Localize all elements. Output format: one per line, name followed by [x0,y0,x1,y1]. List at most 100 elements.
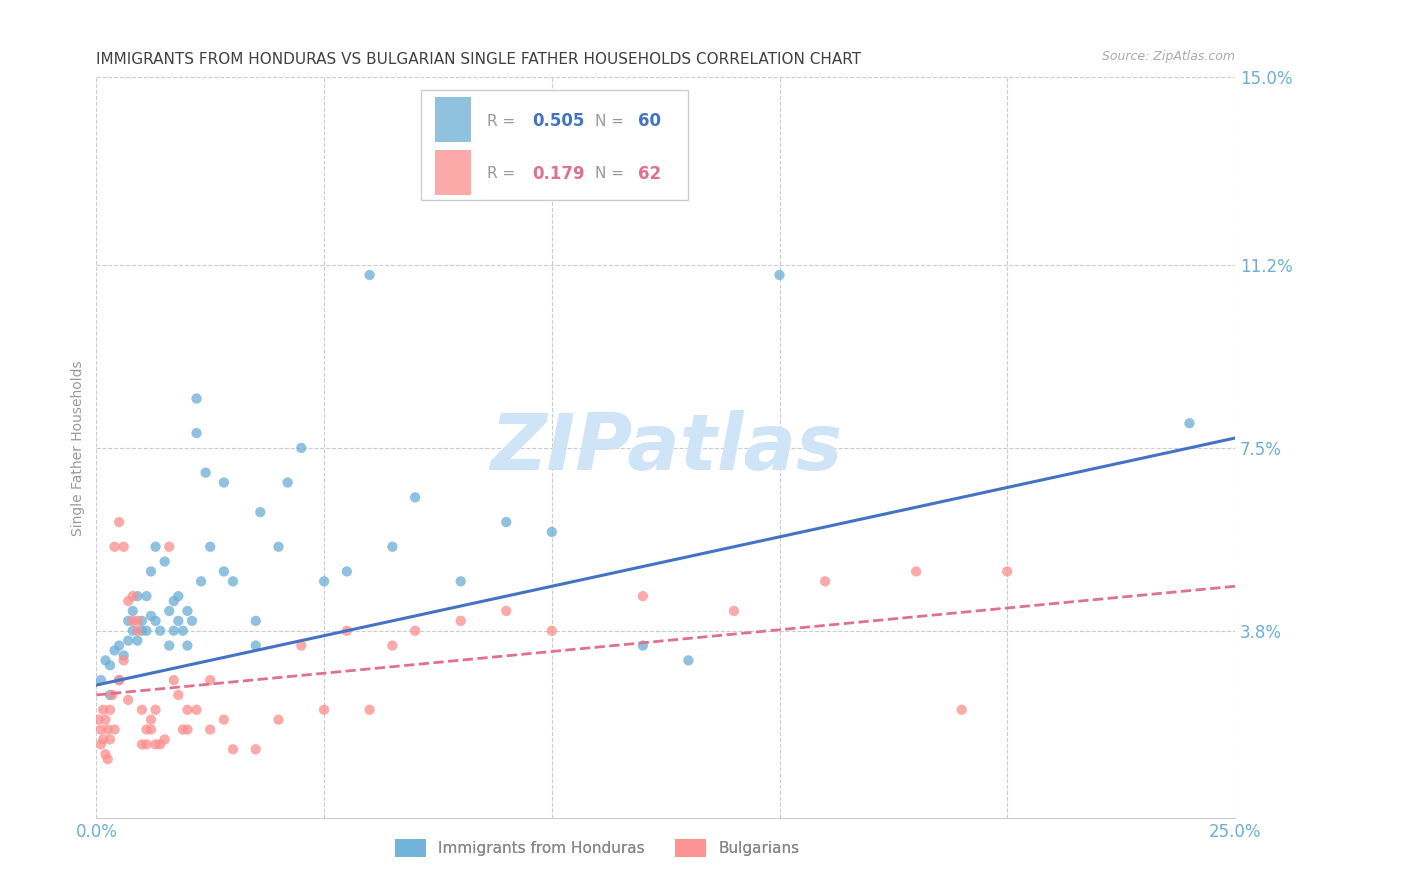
FancyBboxPatch shape [434,97,471,142]
Point [404,624,426,638]
Text: 62: 62 [638,165,661,183]
Point [222,574,245,589]
Point [381,540,404,554]
Point [121,614,143,628]
Point [108,639,131,653]
Text: R =: R = [486,166,520,181]
Point [167,589,190,603]
Point [149,737,172,751]
Point [267,540,290,554]
Point [768,268,790,282]
Point [245,639,267,653]
Point [336,624,359,638]
Point [181,614,204,628]
Point [212,565,235,579]
Point [112,540,135,554]
Point [249,505,271,519]
Point [176,604,198,618]
Point [90,673,112,687]
Point [121,589,143,603]
Point [131,614,153,628]
Point [139,565,162,579]
Point [139,608,162,623]
Point [98,732,121,747]
Point [267,713,290,727]
Point [450,614,472,628]
Point [359,703,381,717]
Point [112,653,135,667]
Point [145,614,167,628]
Point [678,653,700,667]
Point [995,565,1018,579]
Point [94,653,117,667]
Point [1178,416,1201,430]
Point [381,639,404,653]
Point [131,624,153,638]
Point [127,624,149,638]
Point [186,392,208,406]
Point [157,540,180,554]
Point [950,703,973,717]
Point [157,639,180,653]
Point [540,624,562,638]
Point [200,723,222,737]
Text: 0.179: 0.179 [533,165,585,183]
Point [117,633,139,648]
Point [108,515,131,529]
Point [153,732,176,747]
Point [404,491,426,505]
Point [245,742,267,756]
Text: 60: 60 [638,112,661,130]
Point [127,614,149,628]
Point [90,737,112,751]
Point [905,565,928,579]
Point [121,624,143,638]
Point [163,673,186,687]
Point [97,752,120,766]
Point [176,639,198,653]
Point [94,713,117,727]
Point [172,624,194,638]
Point [153,555,176,569]
Point [212,475,235,490]
Point [450,574,472,589]
Point [186,703,208,717]
Point [290,639,312,653]
Point [495,604,517,618]
Point [631,639,654,653]
Point [127,633,149,648]
Point [145,540,167,554]
Point [167,614,190,628]
Point [222,742,245,756]
Point [277,475,299,490]
Point [190,574,212,589]
Point [112,648,135,663]
Point [94,747,117,762]
Point [359,268,381,282]
Text: N =: N = [595,166,628,181]
Point [540,524,562,539]
FancyBboxPatch shape [434,150,471,194]
Point [723,604,745,618]
Point [135,589,157,603]
Point [167,688,190,702]
Point [131,737,153,751]
Point [97,723,120,737]
Point [117,594,139,608]
Point [135,624,157,638]
Point [91,732,114,747]
Point [139,723,162,737]
Point [212,713,235,727]
Text: R =: R = [486,113,520,128]
Point [172,723,194,737]
Point [103,540,125,554]
Y-axis label: Single Father Households: Single Father Households [72,360,86,536]
Text: ZIPatlas: ZIPatlas [489,410,842,486]
Point [117,693,139,707]
Point [98,703,121,717]
Point [631,589,654,603]
Point [139,713,162,727]
Point [186,426,208,441]
Point [98,658,121,673]
Point [336,565,359,579]
